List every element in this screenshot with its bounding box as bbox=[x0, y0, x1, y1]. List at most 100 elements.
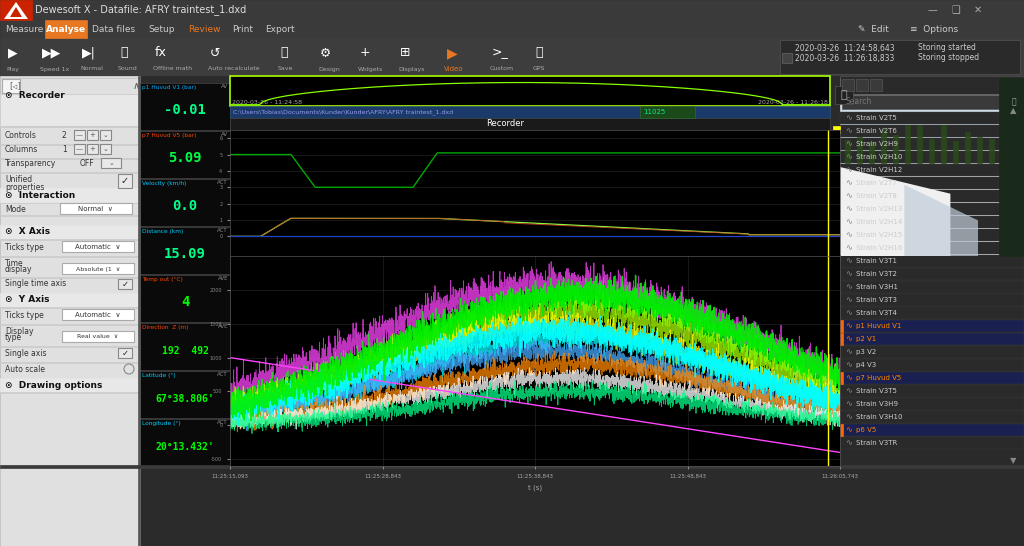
Text: display: display bbox=[5, 265, 33, 275]
Text: Play: Play bbox=[6, 67, 19, 72]
Text: ∿: ∿ bbox=[845, 387, 852, 395]
Text: ∿: ∿ bbox=[845, 139, 852, 149]
Text: ∿: ∿ bbox=[845, 270, 852, 278]
Text: Strain V2H16: Strain V2H16 bbox=[856, 245, 902, 251]
Polygon shape bbox=[904, 185, 978, 256]
Text: Strain V3H1: Strain V3H1 bbox=[856, 284, 898, 290]
Text: Storing started: Storing started bbox=[918, 44, 976, 52]
Bar bbox=[0, 172, 140, 173]
Text: ▶: ▶ bbox=[447, 46, 458, 60]
Bar bbox=[780, 40, 1020, 74]
Text: ∿: ∿ bbox=[845, 347, 852, 357]
Bar bbox=[796, 282, 840, 293]
Bar bbox=[140, 227, 230, 274]
Text: type: type bbox=[5, 334, 23, 342]
Text: Setup: Setup bbox=[148, 25, 174, 33]
Bar bbox=[835, 86, 853, 104]
Bar bbox=[752, 318, 796, 332]
Bar bbox=[840, 359, 1024, 371]
Text: ▶|: ▶| bbox=[82, 46, 96, 60]
Bar bbox=[0, 277, 140, 278]
Text: ⊙  Drawing options: ⊙ Drawing options bbox=[5, 381, 102, 389]
Text: 0.7: 0.7 bbox=[632, 346, 652, 356]
Text: Absolute (1  ∨: Absolute (1 ∨ bbox=[76, 266, 120, 271]
Text: ∿: ∿ bbox=[845, 412, 852, 422]
Text: Displays: Displays bbox=[398, 67, 425, 72]
Text: -0.2: -0.2 bbox=[805, 321, 831, 331]
Text: 2: 2 bbox=[62, 130, 67, 139]
Bar bbox=[620, 293, 664, 307]
Bar bbox=[840, 320, 1024, 332]
Bar bbox=[752, 332, 796, 343]
Bar bbox=[708, 343, 752, 357]
Bar bbox=[62, 309, 134, 320]
Polygon shape bbox=[840, 167, 950, 256]
Text: —: — bbox=[76, 132, 83, 138]
Bar bbox=[840, 112, 1024, 124]
Bar bbox=[664, 332, 708, 343]
Bar bbox=[840, 176, 1024, 256]
Text: 0.17: 0.17 bbox=[805, 271, 831, 281]
Bar bbox=[60, 203, 132, 214]
Bar bbox=[840, 203, 1024, 215]
Bar bbox=[840, 294, 1024, 306]
Bar bbox=[664, 318, 708, 332]
Bar bbox=[840, 424, 1024, 436]
Bar bbox=[62, 331, 134, 342]
Text: ACT: ACT bbox=[217, 228, 228, 234]
Bar bbox=[840, 268, 1024, 280]
Text: Ticks type: Ticks type bbox=[5, 311, 44, 319]
Text: ✓: ✓ bbox=[122, 348, 128, 358]
Text: ∿: ∿ bbox=[845, 165, 852, 175]
X-axis label: t (s): t (s) bbox=[528, 484, 542, 491]
Text: Export: Export bbox=[265, 25, 295, 33]
Bar bbox=[140, 419, 230, 466]
Text: -0.01: -0.01 bbox=[164, 104, 206, 117]
Text: AVE: AVE bbox=[217, 324, 228, 329]
Text: V2Tr8 (kN): V2Tr8 (kN) bbox=[666, 286, 695, 290]
Bar bbox=[905, 125, 910, 163]
Bar bbox=[0, 465, 1024, 468]
Text: Mode: Mode bbox=[5, 205, 26, 213]
Text: 🔍: 🔍 bbox=[1012, 98, 1017, 106]
Bar bbox=[664, 257, 708, 268]
Text: ✎  Edit: ✎ Edit bbox=[858, 25, 889, 33]
Bar bbox=[708, 282, 752, 293]
Text: Normal: Normal bbox=[80, 67, 102, 72]
Text: ▶▶: ▶▶ bbox=[42, 46, 61, 60]
Text: V4H10 (kN): V4H10 (kN) bbox=[798, 311, 829, 316]
Bar bbox=[782, 53, 792, 63]
Bar bbox=[664, 293, 708, 307]
Bar bbox=[840, 242, 1024, 254]
Text: [◁]: [◁] bbox=[8, 81, 22, 91]
Text: p2 V1: p2 V1 bbox=[856, 336, 877, 342]
Text: ∿: ∿ bbox=[845, 295, 852, 305]
Text: 🕐: 🕐 bbox=[841, 90, 847, 100]
Bar bbox=[620, 332, 664, 343]
Polygon shape bbox=[10, 7, 22, 17]
Text: ⊙  Recorder: ⊙ Recorder bbox=[5, 92, 65, 100]
Text: ↺: ↺ bbox=[210, 46, 220, 60]
Text: ∿: ∿ bbox=[845, 360, 852, 370]
Bar bbox=[0, 188, 140, 202]
Text: Strain V3T4: Strain V3T4 bbox=[856, 310, 897, 316]
Text: 0.0: 0.0 bbox=[632, 321, 652, 331]
Bar bbox=[0, 158, 140, 159]
Text: ❑: ❑ bbox=[951, 5, 959, 15]
Bar bbox=[138, 76, 140, 546]
Text: ∿: ∿ bbox=[845, 438, 852, 448]
Text: ∿: ∿ bbox=[845, 230, 852, 240]
Text: Automatic  ∨: Automatic ∨ bbox=[75, 312, 121, 318]
Bar bbox=[845, 140, 850, 163]
Text: Design: Design bbox=[318, 67, 340, 72]
Text: fx: fx bbox=[155, 46, 167, 60]
Bar bbox=[620, 318, 664, 332]
Text: Print: Print bbox=[232, 25, 253, 33]
Text: 11025: 11025 bbox=[643, 109, 666, 115]
Text: 0.0: 0.0 bbox=[764, 346, 784, 356]
Bar bbox=[840, 216, 1024, 228]
Text: ∧: ∧ bbox=[133, 81, 140, 91]
Text: ACT: ACT bbox=[217, 420, 228, 425]
Bar bbox=[840, 164, 1024, 176]
Text: Strain V3H9: Strain V3H9 bbox=[856, 401, 898, 407]
